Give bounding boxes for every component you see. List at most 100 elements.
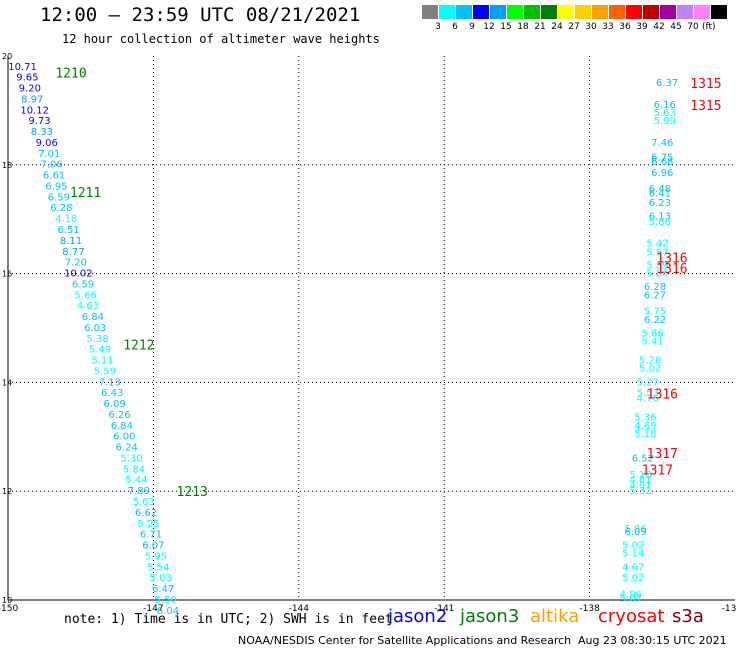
wave-height-label: 5.86	[625, 524, 647, 535]
wave-height-label: 5.95	[145, 551, 167, 562]
wave-height-label: 7.46	[651, 138, 673, 149]
wave-height-label: 8.77	[62, 247, 84, 258]
wave-height-label: 10.02	[64, 269, 93, 280]
legend-tick-label: 70	[687, 22, 699, 32]
wave-height-label: 7.06	[40, 160, 62, 171]
wave-height-label: 4.91	[629, 481, 651, 492]
pass-number-label: 1315	[690, 77, 721, 92]
legend-tick-label: 18	[517, 22, 529, 32]
legend-swatch	[439, 5, 455, 19]
legend-swatch	[677, 5, 693, 19]
wave-height-label: 6.09	[103, 399, 125, 410]
legend-tick-label: 45	[670, 22, 682, 32]
wave-height-label: 6.23	[649, 198, 671, 209]
wave-height-label: 6.71	[140, 530, 162, 541]
wave-height-label: 5.14	[622, 549, 644, 560]
wave-height-label: 5.66	[74, 290, 96, 301]
wave-height-label: 6.00	[113, 432, 135, 443]
wave-height-label: 9.20	[19, 84, 41, 95]
mission-jason2: jason2	[388, 606, 448, 627]
mission-cryosat: cryosat	[598, 606, 665, 627]
wave-height-label: 10.12	[20, 105, 49, 116]
wave-height-label: 5.11	[91, 356, 113, 367]
wave-height-label: 6.75	[651, 153, 673, 164]
wave-height-label: 6.28	[50, 203, 72, 214]
wave-height-label: 6.09	[625, 527, 647, 538]
legend-tick-label: 3	[435, 22, 441, 32]
wave-height-label: 9.73	[28, 116, 50, 127]
legend-swatch	[609, 5, 625, 19]
x-tick-label: -147	[143, 604, 163, 614]
wave-height-label: 5.86	[649, 217, 671, 228]
wave-height-label: 5.63	[654, 108, 676, 119]
legend-swatch	[541, 5, 557, 19]
wave-height-label: 5.59	[94, 366, 116, 377]
wave-height-label: 6.13	[649, 211, 671, 222]
wave-height-label: 6.27	[644, 290, 666, 301]
pass-number-label: 1316	[656, 251, 687, 266]
wave-height-label: 6.28	[644, 282, 666, 293]
footer-note: note: 1) Time is in UTC; 2) SWH is in fe…	[64, 612, 393, 627]
wave-height-label: 5.84	[123, 464, 145, 475]
x-tick-label: -141	[434, 604, 454, 614]
wave-height-label: 6.03	[84, 323, 106, 334]
wave-height-label: 5.53	[637, 388, 659, 399]
legend-swatch	[660, 5, 676, 19]
wave-height-label: 8.33	[31, 127, 53, 138]
pass-number-label: 1211	[70, 186, 101, 201]
legend-tick-label: 15	[500, 22, 512, 32]
mission-s3a: s3a	[672, 606, 704, 627]
legend-tick-label: 9	[469, 22, 475, 32]
wave-height-label: 4.96	[620, 589, 642, 600]
x-tick-label: -144	[289, 604, 310, 614]
y-tick-label: 14	[2, 378, 12, 387]
wave-height-label: 6.26	[108, 410, 130, 421]
pass-number-label: 1317	[642, 463, 673, 478]
y-tick-label: 18	[2, 161, 12, 170]
legend-swatch	[422, 5, 438, 19]
wave-height-label: 5.02	[622, 573, 644, 584]
legend-swatch	[626, 5, 642, 19]
wave-height-label: 9.65	[16, 73, 38, 84]
wave-height-label: 5.27	[637, 377, 659, 388]
wave-height-label: 6.48	[649, 184, 671, 195]
legend-tick-label: 6	[452, 22, 458, 32]
wave-height-label: 5.86	[646, 269, 668, 280]
wave-height-label: 5.99	[654, 116, 676, 127]
wave-height-label: 5.50	[154, 595, 176, 606]
wave-height-label: 6.04	[157, 606, 179, 617]
legend-swatch	[711, 5, 727, 19]
y-tick-label: 20	[2, 52, 12, 61]
legend-swatch	[456, 5, 472, 19]
legend-tick-label: 27	[568, 22, 580, 32]
legend-tick-label: 12	[483, 22, 495, 32]
pass-number-label: 1213	[177, 485, 208, 500]
pass-number-label: 1316	[647, 387, 678, 402]
wave-height-label: 6.95	[45, 181, 67, 192]
wave-height-label: 6.16	[654, 100, 676, 111]
wave-height-label: 5.87	[646, 247, 668, 258]
y-tick-label: 12	[2, 487, 12, 496]
wave-height-label: 5.10	[629, 470, 651, 481]
legend-swatch	[643, 5, 659, 19]
wave-height-label: 4.18	[55, 214, 77, 225]
wave-height-label: 6.68	[651, 157, 673, 168]
wave-height-label: 5.03	[150, 573, 172, 584]
wave-height-label: 5.38	[87, 334, 109, 345]
wave-height-label: 6.61	[43, 171, 65, 182]
wave-height-label: 6.47	[152, 584, 174, 595]
pass-number-label: 1212	[123, 338, 154, 353]
x-tick-label: -13	[722, 604, 737, 614]
wave-height-label: 5.02	[639, 364, 661, 375]
wave-height-label: 6.22	[644, 315, 666, 326]
wave-height-label: 6.51	[57, 225, 79, 236]
x-tick-label: -150	[0, 604, 18, 614]
wave-height-label: 6.37	[656, 78, 678, 89]
y-tick-label: 10	[2, 596, 12, 605]
legend-swatch	[524, 5, 540, 19]
mission-altika: altika	[530, 606, 580, 627]
credit-text: NOAA/NESDIS Center for Satellite Applica…	[238, 634, 572, 647]
legend-swatch	[473, 5, 489, 19]
page-subtitle: 12 hour collection of altimeter wave hei…	[62, 32, 380, 46]
